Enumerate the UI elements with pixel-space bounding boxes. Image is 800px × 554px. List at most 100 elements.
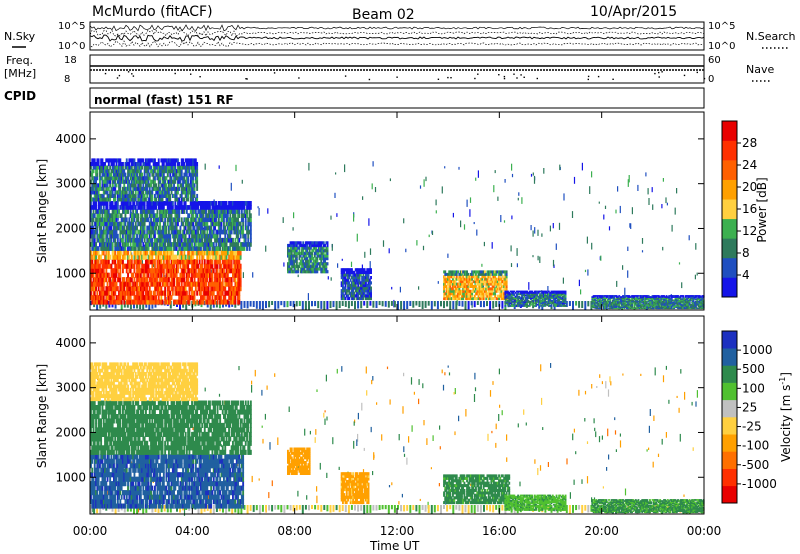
echo-cell <box>183 237 186 243</box>
echo-cell <box>143 250 146 256</box>
echo-cell <box>138 190 141 195</box>
echo-cell <box>142 201 145 206</box>
echo-cell <box>235 286 238 292</box>
echo-cell <box>128 263 131 269</box>
echo-cell <box>361 264 363 269</box>
echo-cell <box>132 169 135 174</box>
echo-cell <box>466 292 468 296</box>
echo-cell <box>96 295 99 301</box>
echo-cell <box>97 186 100 191</box>
echo-cell <box>461 301 464 307</box>
echo-cell <box>298 257 301 261</box>
echo-cell <box>164 183 167 188</box>
echo-cell <box>210 242 213 247</box>
echo-cell <box>95 172 97 177</box>
echo-cell <box>132 179 135 184</box>
echo-cell <box>150 281 152 287</box>
echo-cell <box>304 262 307 266</box>
echo-cell <box>319 241 321 245</box>
echo-cell <box>162 233 165 239</box>
echo-cell <box>134 172 137 177</box>
echo-cell <box>444 277 447 281</box>
echo-cell <box>466 289 468 293</box>
echo-cell <box>145 217 147 223</box>
echo-cell <box>146 250 149 256</box>
echo-cell <box>97 213 100 218</box>
echo-cell <box>293 259 296 263</box>
echo-cell <box>207 281 210 287</box>
echo-cell <box>177 165 179 170</box>
echo-cell <box>449 297 452 301</box>
echo-cell <box>297 267 300 271</box>
echo-cell <box>491 242 493 249</box>
echo-cell <box>243 246 246 251</box>
echo-cell <box>188 169 191 174</box>
echo-cell <box>485 294 488 298</box>
echo-cell <box>148 209 151 214</box>
echo-cell <box>357 301 360 309</box>
echo-cell <box>448 289 451 293</box>
echo-cell <box>115 233 118 239</box>
echo-cell <box>485 282 488 286</box>
echo-cell <box>211 213 214 218</box>
echo-cell <box>123 229 126 235</box>
echo-cell <box>106 290 109 296</box>
echo-cell <box>226 299 229 305</box>
echo-cell <box>461 272 463 276</box>
echo-cell <box>217 221 220 227</box>
echo-cell <box>211 295 214 301</box>
echo-cell <box>295 262 298 266</box>
echo-cell <box>324 267 326 271</box>
echo-cell <box>504 285 507 288</box>
noise-left-tick-top: 10^5 <box>58 21 85 32</box>
echo-cell <box>298 264 301 268</box>
echo-cell <box>160 263 163 269</box>
echo-cell <box>366 276 369 280</box>
echo-cell <box>184 268 187 274</box>
echo-cell <box>234 213 237 218</box>
echo-cell <box>350 301 353 307</box>
echo-cell <box>170 217 173 223</box>
echo-cell <box>101 183 104 188</box>
echo-cell <box>468 285 471 288</box>
echo-cell <box>110 272 113 278</box>
echo-cell <box>142 268 145 274</box>
echo-cell <box>226 290 229 296</box>
echo-cell <box>237 225 239 231</box>
echo-cell <box>122 162 124 167</box>
echo-cell <box>302 270 305 274</box>
echo-cell <box>454 297 457 301</box>
echo-cell <box>293 246 296 250</box>
echo-cell <box>179 263 182 269</box>
echo-cell <box>325 264 328 268</box>
echo-cell <box>248 246 251 251</box>
echo-cell <box>319 264 321 268</box>
echo-cell <box>187 242 190 247</box>
echo-cell <box>125 225 128 231</box>
echo-cell <box>156 176 159 181</box>
echo-cell <box>295 270 298 274</box>
echo-cell <box>183 197 186 202</box>
echo-cell <box>151 229 154 235</box>
echo-cell <box>228 295 231 301</box>
echo-cell <box>145 190 147 195</box>
echo-cell <box>214 263 216 269</box>
echo-cell <box>111 299 114 305</box>
echo-cell <box>90 213 92 218</box>
echo-cell <box>130 263 133 269</box>
echo-cell <box>122 281 124 287</box>
echo-cell <box>165 250 168 256</box>
echo-cell <box>132 213 135 218</box>
echo-cell <box>501 280 504 284</box>
echo-cell <box>471 282 474 286</box>
nave-point <box>396 76 398 78</box>
echo-cell <box>598 201 600 204</box>
echo-cell <box>211 250 214 256</box>
echo-cell <box>95 201 97 206</box>
echo-cell <box>484 289 486 293</box>
echo-cell <box>491 272 494 276</box>
echo-cell <box>189 165 192 170</box>
echo-cell <box>212 242 215 247</box>
echo-cell <box>95 268 97 274</box>
echo-cell <box>180 169 183 174</box>
